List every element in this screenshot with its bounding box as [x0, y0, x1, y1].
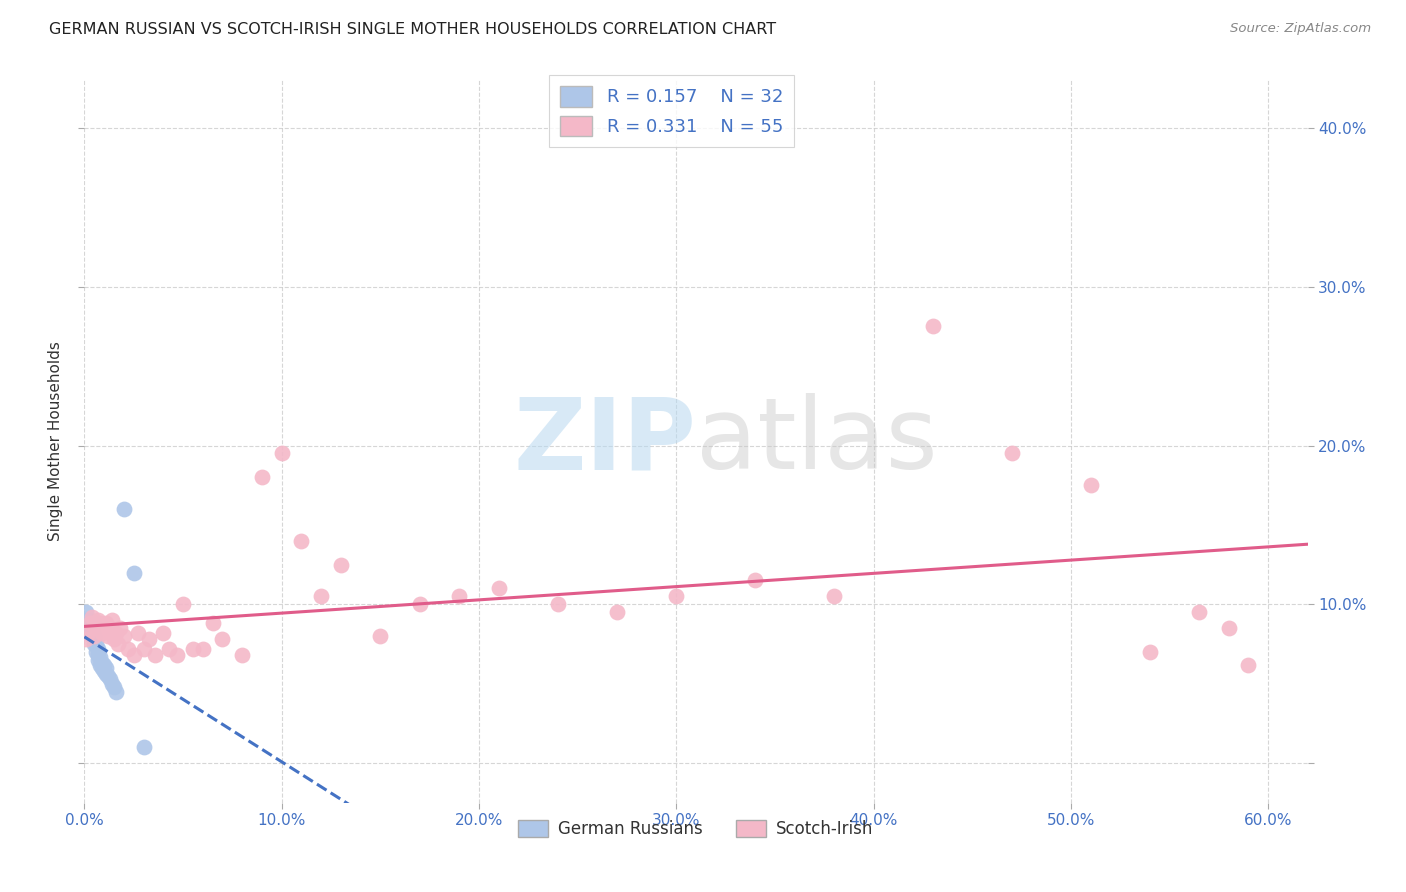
Legend: German Russians, Scotch-Irish: German Russians, Scotch-Irish [512, 814, 880, 845]
Point [82, 621, 104, 635]
Point [547, 597, 569, 611]
Point [181, 641, 204, 656]
Point [91, 656, 114, 670]
Point [166, 648, 188, 662]
Point [94, 616, 117, 631]
Point [122, 566, 145, 580]
Point [97, 629, 120, 643]
Point [132, 641, 155, 656]
Point [250, 470, 273, 484]
Point [75, 613, 97, 627]
Point [117, 641, 139, 656]
Point [104, 684, 127, 698]
Point [108, 621, 131, 635]
Point [87, 653, 110, 667]
Point [1139, 645, 1161, 659]
Point [201, 616, 224, 631]
Point [83, 616, 105, 631]
Point [152, 626, 174, 640]
Point [270, 446, 292, 460]
Point [191, 641, 214, 656]
Point [75, 605, 97, 619]
Point [449, 590, 471, 604]
Point [606, 605, 628, 619]
Point [211, 632, 233, 647]
Point [77, 621, 100, 635]
Point [368, 629, 391, 643]
Point [83, 637, 105, 651]
Point [91, 626, 114, 640]
Point [103, 632, 125, 647]
Point [104, 626, 127, 640]
Point [103, 680, 125, 694]
Point [409, 597, 432, 611]
Point [145, 648, 167, 662]
Point [127, 626, 149, 640]
Point [79, 613, 101, 627]
Point [83, 629, 105, 643]
Point [83, 629, 105, 643]
Point [1218, 621, 1240, 635]
Point [84, 645, 107, 659]
Point [132, 740, 155, 755]
Point [329, 558, 352, 572]
Point [1080, 478, 1102, 492]
Point [665, 590, 688, 604]
Text: GERMAN RUSSIAN VS SCOTCH-IRISH SINGLE MOTHER HOUSEHOLDS CORRELATION CHART: GERMAN RUSSIAN VS SCOTCH-IRISH SINGLE MO… [49, 22, 776, 37]
Point [89, 657, 111, 672]
Text: ZIP: ZIP [513, 393, 696, 490]
Point [290, 533, 312, 548]
Point [87, 641, 110, 656]
Point [1001, 446, 1024, 460]
Point [82, 629, 104, 643]
Point [122, 648, 145, 662]
Point [823, 590, 845, 604]
Y-axis label: Single Mother Households: Single Mother Households [48, 342, 63, 541]
Point [97, 669, 120, 683]
Point [921, 319, 943, 334]
Point [93, 657, 115, 672]
Point [112, 502, 135, 516]
Point [75, 632, 97, 647]
Point [94, 661, 117, 675]
Point [84, 637, 107, 651]
Point [77, 626, 100, 640]
Point [77, 616, 100, 631]
Point [98, 621, 121, 635]
Point [112, 629, 135, 643]
Point [87, 613, 110, 627]
Point [157, 641, 180, 656]
Point [488, 582, 510, 596]
Point [79, 616, 101, 631]
Point [94, 667, 117, 681]
Point [101, 676, 124, 690]
Text: Source: ZipAtlas.com: Source: ZipAtlas.com [1230, 22, 1371, 36]
Point [98, 672, 121, 686]
Point [744, 574, 766, 588]
Point [87, 648, 110, 662]
Point [107, 637, 129, 651]
Point [79, 626, 101, 640]
Point [101, 613, 124, 627]
Point [309, 590, 332, 604]
Point [231, 648, 253, 662]
Point [93, 664, 115, 678]
Point [138, 632, 160, 647]
Point [1188, 605, 1211, 619]
Point [93, 621, 115, 635]
Point [91, 661, 114, 675]
Point [89, 616, 111, 631]
Point [84, 621, 107, 635]
Point [172, 597, 194, 611]
Point [1237, 657, 1260, 672]
Point [89, 649, 111, 664]
Point [82, 610, 104, 624]
Text: atlas: atlas [696, 393, 938, 490]
